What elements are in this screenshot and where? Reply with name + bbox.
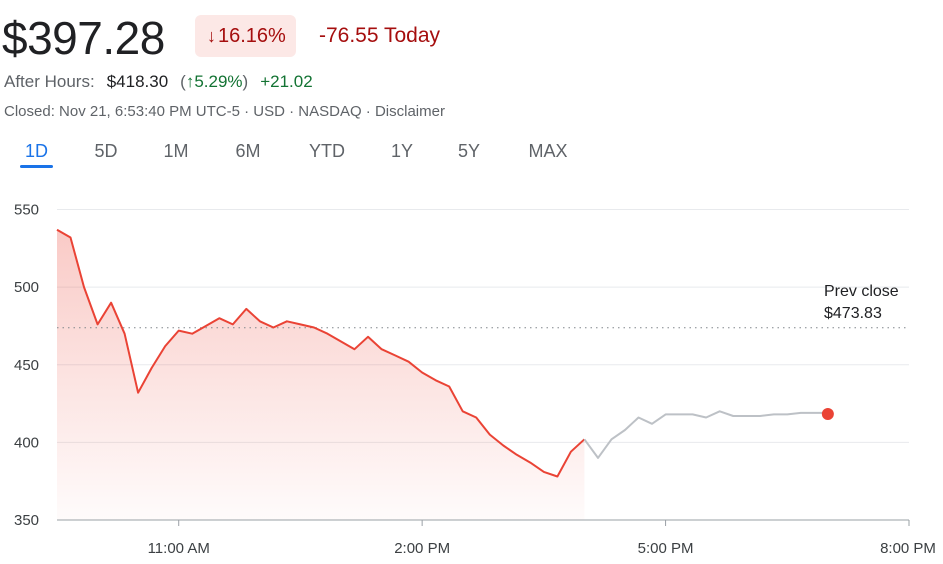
x-tick-label: 8:00 PM (880, 540, 936, 557)
y-tick-label: 350 (14, 512, 39, 529)
y-tick-label: 450 (14, 357, 39, 374)
last-price-marker (821, 407, 834, 420)
tab-5d[interactable]: 5D (94, 141, 118, 161)
paren-open: ( (180, 72, 186, 91)
paren-close: ) (242, 72, 249, 91)
y-axis-ticks: 350 400 450 500 550 (14, 202, 39, 529)
arrow-down-icon: ↓ (207, 25, 216, 46)
tab-5y[interactable]: 5Y (457, 141, 481, 161)
tab-1d[interactable]: 1D (24, 141, 48, 161)
change-percent-badge: ↓ 16.16% (195, 15, 296, 57)
y-tick-label: 500 (14, 279, 39, 296)
tab-1m[interactable]: 1M (163, 141, 189, 161)
market-status-meta: Closed: Nov 21, 6:53:40 PM UTC-5 · USD ·… (4, 103, 445, 120)
regular-session-line (56, 228, 586, 478)
x-tick-label: 2:00 PM (394, 540, 450, 557)
active-tab-indicator (20, 165, 53, 168)
change-today: -76.55 Today (319, 24, 441, 47)
y-tick-label: 550 (14, 202, 39, 219)
regular-session-area (57, 229, 585, 520)
arrow-up-icon: ↑ (185, 72, 195, 91)
after-hours-change: +21.02 (260, 72, 313, 91)
prev-close-label: Prev close (824, 283, 899, 300)
after-hours-row: After Hours: $418.30 (↑5.29%) +21.02 (4, 72, 313, 92)
price-chart[interactable]: 350 400 450 500 550 Prev close $473.83 11:00… (0, 180, 943, 564)
current-price: $397.28 (2, 12, 165, 64)
prev-close-value: $473.83 (824, 305, 882, 322)
change-percent: 16.16% (218, 24, 286, 47)
tab-6m[interactable]: 6M (235, 141, 261, 161)
tab-ytd[interactable]: YTD (309, 141, 345, 161)
x-axis-ticks: 11:00 AM 2:00 PM 5:00 PM 8:00 PM (148, 520, 936, 557)
tab-1y[interactable]: 1Y (390, 141, 414, 161)
after-hours-line (583, 410, 828, 459)
y-tick-label: 400 (14, 434, 39, 451)
after-hours-label: After Hours: (4, 72, 95, 91)
x-tick-label: 11:00 AM (148, 540, 210, 557)
tab-max[interactable]: MAX (528, 141, 568, 161)
after-hours-percent: 5.29% (194, 72, 243, 91)
after-hours-price: $418.30 (106, 72, 169, 91)
x-tick-label: 5:00 PM (638, 540, 694, 557)
